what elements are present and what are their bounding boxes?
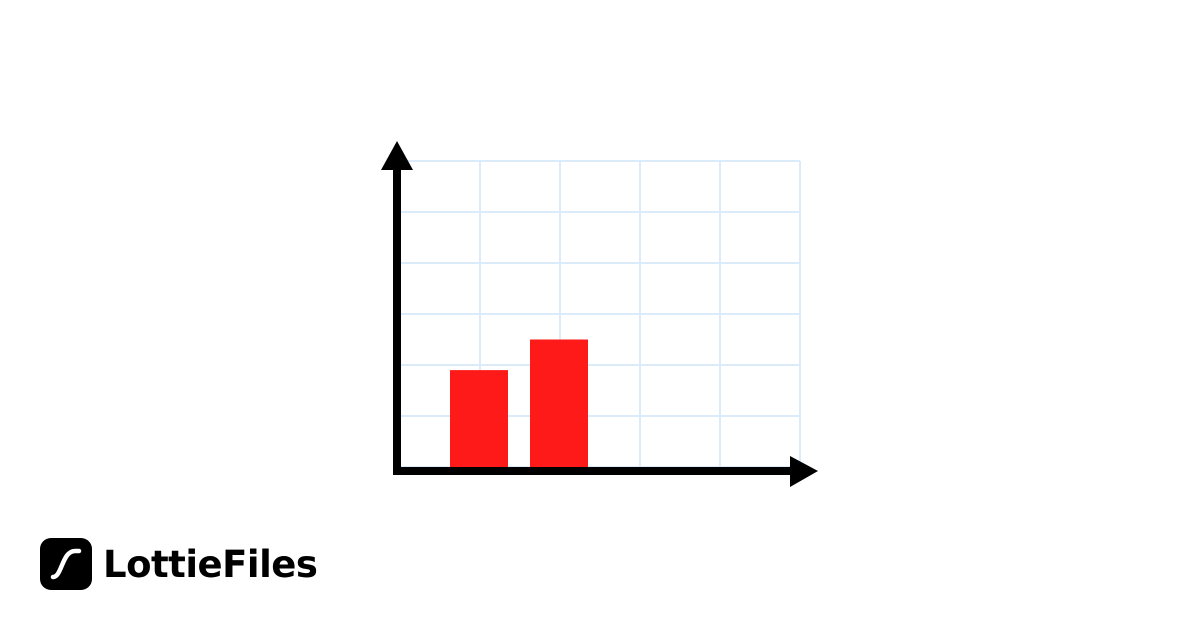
y-axis-line [393,162,401,475]
y-axis-arrow [381,141,413,170]
x-axis-arrow [790,456,818,487]
axes [381,141,818,487]
lottie-curve-icon [40,538,92,590]
brand-name: LottieFiles [103,542,318,586]
bar [530,339,588,467]
lottiefiles-logo[interactable]: LottieFiles [40,538,318,590]
bar [450,370,508,467]
x-axis-line [393,467,793,475]
bars [450,339,588,467]
